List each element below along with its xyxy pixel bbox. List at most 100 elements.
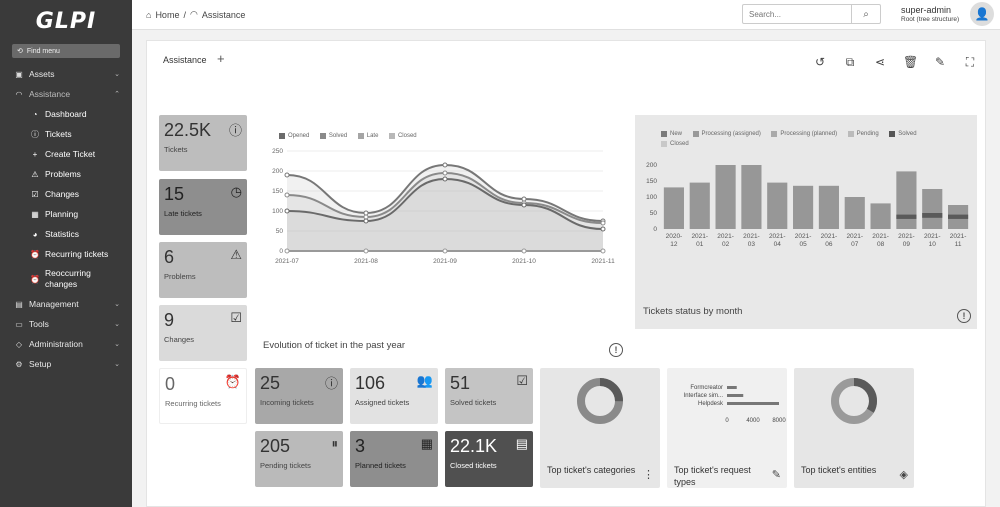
legend-solved[interactable]: Solved: [889, 129, 917, 139]
copy-icon[interactable]: ⧉: [845, 55, 855, 69]
legend-processing-planned[interactable]: Processing (planned): [771, 129, 837, 139]
sidebar-subitem-create-ticket[interactable]: + Create Ticket: [0, 144, 132, 164]
sidebar-item-assets[interactable]: ▣ Assets ⌄: [0, 64, 132, 84]
shield-icon: ◇: [15, 339, 23, 349]
trash-icon[interactable]: 🗑: [903, 55, 919, 69]
wallet-icon: ▤: [15, 299, 23, 309]
sidebar-item-assistance[interactable]: ◠ Assistance ⌃: [0, 84, 132, 104]
data-point: [442, 162, 448, 168]
x-tick-label: 2021-09: [433, 258, 457, 265]
card-changes[interactable]: 9 Changes ☑: [159, 305, 247, 361]
search-input[interactable]: [742, 4, 852, 24]
legend-late[interactable]: Late: [357, 133, 378, 139]
card-value: 15: [164, 184, 185, 204]
data-point: [521, 202, 527, 208]
history-icon[interactable]: ↺: [814, 55, 826, 69]
legend-processing-assigned[interactable]: Processing (assigned): [692, 129, 761, 139]
fullscreen-icon[interactable]: ⛶: [965, 55, 975, 69]
card-value: 22.1K: [450, 436, 498, 456]
x-tick-label: 2021-: [898, 233, 915, 240]
sidebar-subitem-dashboard[interactable]: ◔ Dashboard: [0, 104, 132, 124]
chevron-down-icon: ⌄: [114, 361, 120, 368]
series-area: [287, 165, 603, 251]
sidebar-item-tools[interactable]: ▭ Tools ⌄: [0, 314, 132, 334]
card-planned-tickets[interactable]: 3 Planned tickets ▦: [350, 431, 438, 487]
sidebar-subitem-recurring-tickets[interactable]: ⏰ Recurring tickets: [0, 244, 132, 264]
x-tick-label: 2021-: [872, 233, 889, 240]
search-button[interactable]: ⌕: [852, 4, 881, 24]
glpi-logo[interactable]: GLPI: [35, 8, 97, 34]
ticket-evolution-chart[interactable]: Opened Solved Late Closed 0 50 100 150 200 25…: [255, 115, 627, 363]
gear-icon: ⚙: [15, 359, 23, 369]
card-incoming-tickets[interactable]: 25 Incoming tickets ⓘ: [255, 368, 343, 424]
sidebar-subitem-reoccurring-changes[interactable]: ⏰ Reoccurring changes: [0, 264, 132, 294]
card-solved-tickets[interactable]: 51 Solved tickets ☑: [445, 368, 533, 424]
sidebar-subitem-statistics[interactable]: ◕ Statistics: [0, 224, 132, 244]
tickets-status-chart[interactable]: New Processing (assigned) Processing (pl…: [635, 115, 977, 329]
headset-icon: ◠: [189, 9, 198, 19]
card-late-tickets[interactable]: 15 Late tickets ◷: [159, 179, 247, 235]
x-tick-label: 01: [696, 241, 704, 248]
card-pending-tickets[interactable]: 205 Pending tickets ⏸: [255, 431, 343, 487]
card-tickets[interactable]: 22.5K Tickets ⓘ: [159, 115, 247, 171]
legend-closed[interactable]: Closed: [661, 139, 689, 149]
y-tick-label: 100: [272, 208, 283, 215]
sidebar-subitem-tickets[interactable]: ⓘ Tickets: [0, 124, 132, 144]
card-problems[interactable]: 6 Problems ⚠: [159, 242, 247, 298]
sitemap-icon: ⋮: [643, 469, 654, 481]
edit-icon[interactable]: ✎: [934, 55, 946, 69]
user-entity[interactable]: Root (tree structure): [901, 16, 960, 23]
edit-icon: ✎: [771, 469, 781, 481]
sidebar-subitem-changes[interactable]: ☑ Changes: [0, 184, 132, 204]
card-assigned-tickets[interactable]: 106 Assigned tickets 👥: [350, 368, 438, 424]
top-entities-chart[interactable]: Top ticket's entities ◈: [794, 368, 914, 488]
sidebar-subitem-planning[interactable]: ▦ Planning: [0, 204, 132, 224]
y-tick-label: Interface sim...: [684, 393, 724, 399]
tab-assistance[interactable]: Assistance: [157, 51, 213, 71]
bar-solved: [896, 214, 917, 219]
legend-pending[interactable]: Pending: [847, 129, 879, 139]
share-icon[interactable]: ⋖: [874, 55, 886, 69]
sidebar-item-administration[interactable]: ◇ Administration ⌄: [0, 334, 132, 354]
data-point: [363, 210, 369, 216]
x-tick-label: 12: [670, 241, 678, 248]
sidebar-item-management[interactable]: ▤ Management ⌄: [0, 294, 132, 314]
sidebar-subitem-problems[interactable]: ⚠ Problems: [0, 164, 132, 184]
card-label: Incoming tickets: [260, 398, 314, 407]
bar-new: [741, 165, 762, 229]
sidebar-item-label: Management: [29, 299, 79, 309]
top-categories-chart[interactable]: Top ticket's categories ⋮: [540, 368, 660, 488]
chevron-down-icon: ⌄: [114, 301, 120, 308]
avatar[interactable]: 👤: [970, 2, 994, 26]
x-tick-label: 2021-: [846, 233, 863, 240]
layers-icon: ◈: [899, 469, 908, 481]
alarm-icon: ⏰: [224, 374, 241, 389]
bar-new: [793, 185, 814, 229]
info-icon[interactable]: !: [609, 343, 623, 357]
sidebar-subitem-label: Dashboard: [45, 109, 87, 119]
breadcrumb-assistance-link[interactable]: Assistance: [201, 9, 246, 20]
top-request-types-chart[interactable]: Formcreator Interface sim... Helpdesk 0 4000…: [667, 368, 787, 488]
legend-new[interactable]: New: [661, 129, 682, 139]
sidebar-subitem-label: Tickets: [45, 129, 72, 139]
x-tick-label: 4000: [746, 418, 760, 424]
sidebar-item-setup[interactable]: ⚙ Setup ⌄: [0, 354, 132, 374]
info-icon[interactable]: !: [957, 309, 971, 323]
find-menu-button[interactable]: ⟲ Find menu: [12, 44, 120, 58]
legend-opened[interactable]: Opened: [279, 133, 309, 139]
add-dashboard-button[interactable]: +: [217, 51, 225, 66]
card-closed-tickets[interactable]: 22.1K Closed tickets ▤: [445, 431, 533, 487]
data-point: [600, 220, 606, 226]
x-tick-label: 2021-: [821, 233, 838, 240]
card-recurring-tickets[interactable]: 0 Recurring tickets ⏰: [159, 368, 247, 424]
legend-closed[interactable]: Closed: [388, 133, 417, 139]
chevron-down-icon: ⌄: [114, 71, 120, 78]
sidebar-item-label: Assets: [29, 69, 55, 79]
series-area: [287, 173, 603, 251]
chart-title: Top ticket's categories: [547, 465, 636, 475]
user-name[interactable]: super-admin: [901, 5, 952, 15]
alarm-icon: ⏰: [30, 274, 40, 284]
x-tick-label: 2021-: [924, 233, 941, 240]
legend-solved[interactable]: Solved: [319, 133, 347, 139]
breadcrumb-home-link[interactable]: Home: [155, 9, 180, 20]
